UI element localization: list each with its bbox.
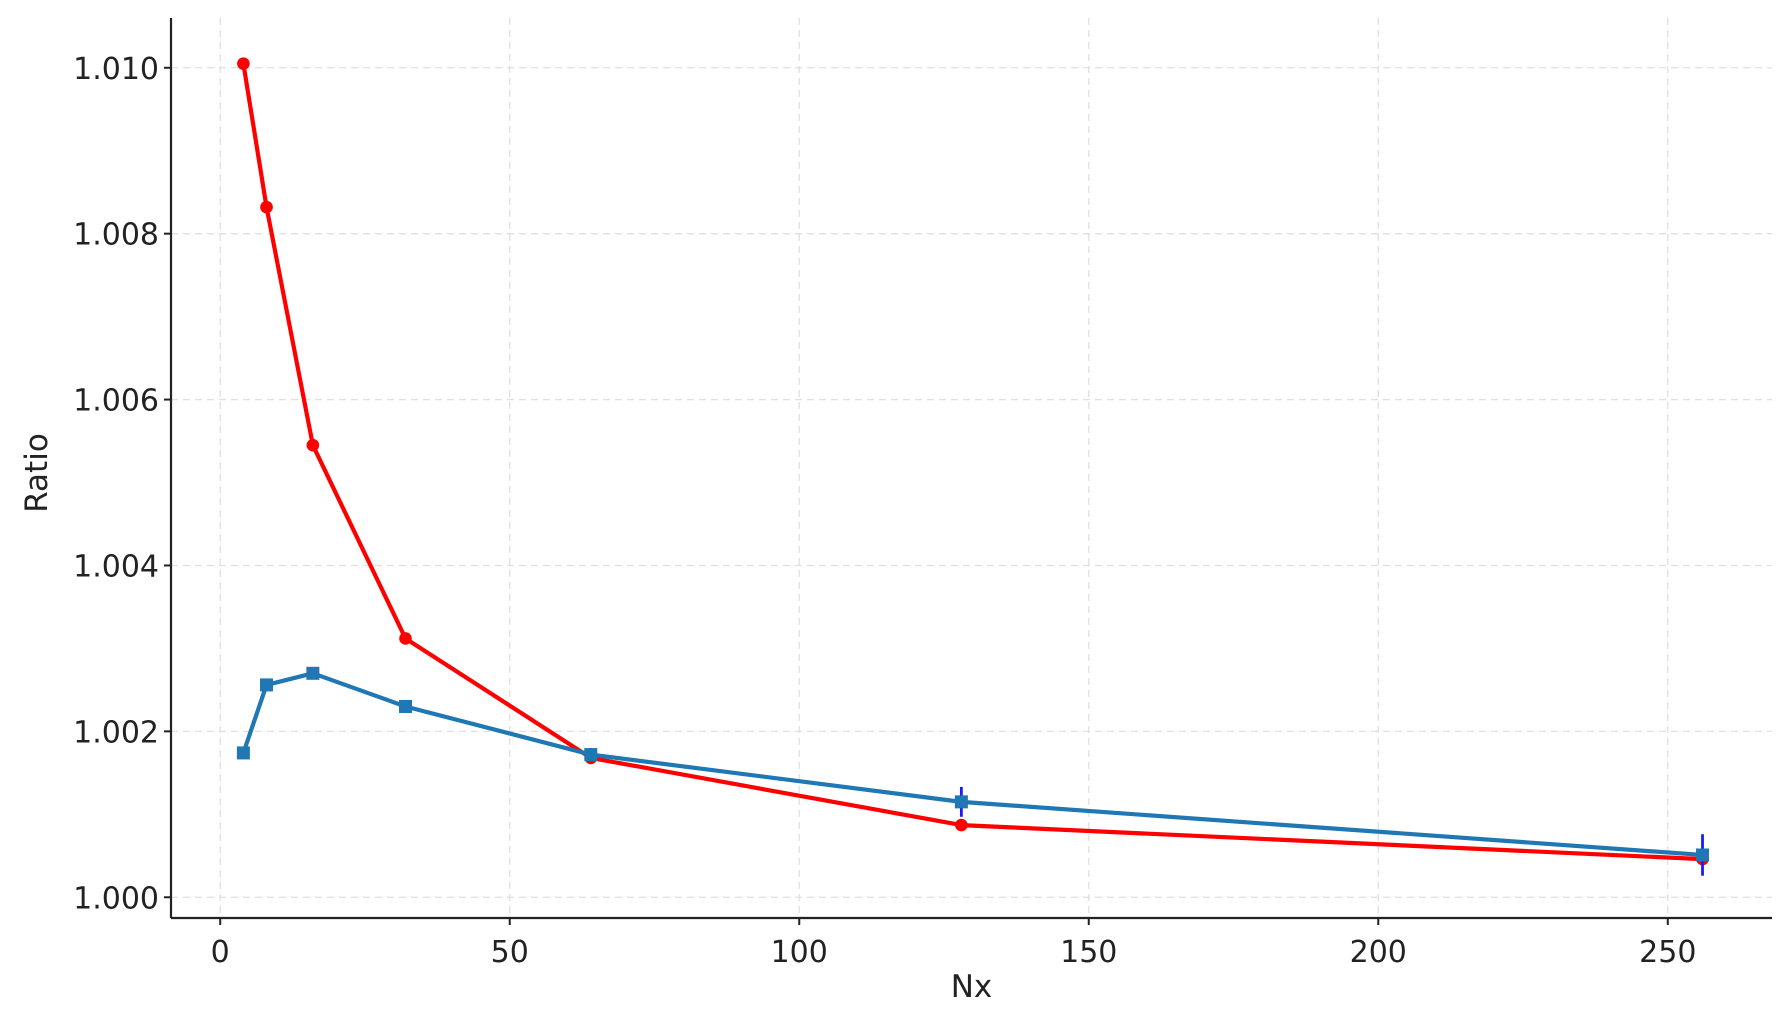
x-tick-label: 100 (771, 935, 828, 970)
x-tick-label: 200 (1350, 935, 1407, 970)
y-tick-label: 1.010 (73, 52, 159, 87)
y-axis-label: Ratio (19, 433, 55, 513)
y-tick-label: 1.004 (73, 549, 159, 584)
data-point (399, 632, 412, 645)
series-2 (236, 666, 1710, 876)
x-tick-label: 150 (1060, 935, 1117, 970)
data-point (584, 748, 598, 762)
data-point (399, 699, 413, 713)
y-tick-label: 1.000 (73, 881, 159, 916)
series-1 (237, 57, 1709, 866)
data-point (1696, 848, 1710, 862)
data-point (260, 678, 274, 692)
x-axis-label: Nx (951, 969, 993, 1005)
data-point (306, 666, 320, 680)
series (236, 57, 1710, 876)
data-point (955, 818, 968, 832)
x-tick-label: 0 (211, 935, 230, 970)
y-tick-label: 1.006 (73, 384, 159, 419)
data-point (236, 746, 250, 760)
y-tick-label: 1.002 (73, 715, 159, 750)
grid (171, 18, 1772, 918)
series-line (241, 61, 1705, 862)
data-point (306, 438, 320, 452)
axes (169, 18, 1772, 920)
data-point (954, 795, 968, 809)
data-point (260, 200, 273, 214)
x-tick-label: 50 (491, 935, 529, 970)
y-tick-label: 1.008 (73, 218, 159, 253)
data-point (237, 57, 250, 70)
ticks: 0 50 100 150 200 250 1.000 1.002 1.004 1.006 1.008… (73, 52, 1696, 970)
x-tick-label: 250 (1639, 935, 1696, 970)
